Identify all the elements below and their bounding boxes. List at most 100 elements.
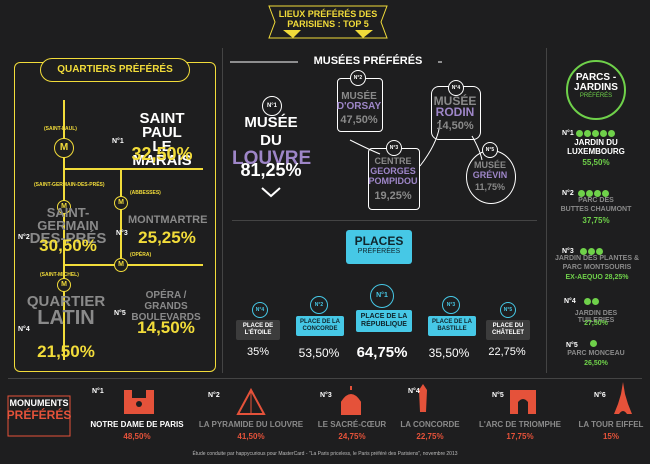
parc-name: PARC DES BUTTES CHAUMONT (556, 196, 636, 214)
station-label: (SAINT-PAUL) (44, 126, 77, 132)
rank-badge: N°5 (500, 302, 516, 318)
footer-credit: Étude conduite par happycurious pour Mas… (192, 451, 458, 457)
rank-label: N°6 (594, 392, 606, 399)
metro-line-vertical (63, 100, 65, 360)
monument-name: LA TOUR EIFFEL (578, 420, 644, 429)
quartier-name-line1: OPÉRA / GRANDS (144, 290, 188, 312)
metro-line-h2 (63, 264, 203, 266)
tree-icon (590, 340, 597, 347)
place-sign: PLACE DU CHÂTELET (486, 320, 530, 340)
musee-name-line2: RODIN (435, 105, 475, 119)
rank-badge: N°5 (482, 142, 498, 158)
quartier-name: SAINT-GERMAIN DES-PRÉS (28, 205, 108, 246)
tree-icons (576, 124, 616, 142)
quartier-name: MONTMARTRE (128, 214, 208, 226)
parc-name: JARDIN DES PLANTES & PARC MONTSOURIS (552, 254, 642, 272)
parcs-title-badge: PARCS - JARDINS PRÉFÉRÉS (566, 60, 626, 120)
tree-icon (580, 248, 587, 255)
monument-pct: 48,50% (123, 432, 151, 441)
musee-name: CENTRE GEORGES POMPIDOU (364, 156, 422, 186)
parc-name-line1: JARDIN DU (574, 138, 618, 147)
musee-name-line1: MUSÉE (341, 91, 377, 102)
quartier-name: SAINT PAUL LE MARAIS (122, 110, 202, 168)
page-title-line2: PARISIENS : TOP 5 (287, 19, 369, 29)
quartier-name: OPÉRA / GRANDS BOULEVARDS (124, 290, 208, 323)
place-sign: PLACE DE LA BASTILLE (428, 316, 476, 336)
monument-pct: 41,50% (237, 432, 265, 441)
places-title: PLACES (354, 234, 404, 248)
quartier-name: QUARTIER LATIN (26, 293, 106, 329)
musee-name-line2: D'ORSAY (336, 101, 382, 112)
tree-icons (590, 334, 598, 352)
rank-label: N°1 (112, 138, 124, 145)
monument-name: L'ARC DE TRIOMPHE (479, 420, 561, 429)
rank-badge: N°3 (442, 296, 460, 314)
metro-station-icon: M (54, 138, 74, 158)
pyramid-icon (236, 388, 266, 415)
quartier-name-line1: SAINT PAUL (139, 110, 185, 141)
musee-pct: 14,50% (436, 120, 474, 132)
parc-pct: 37,75% (582, 216, 610, 225)
rank-label: N°5 (566, 342, 578, 349)
monuments-title: MONUMENTS PRÉFÉRÉS (6, 398, 72, 422)
parc-name: JARDIN DES TUILERIES (574, 310, 618, 324)
quartier-name-line2: LATIN (37, 307, 95, 329)
musees-title: MUSÉES PRÉFÉRÉS (298, 55, 438, 67)
place-pct: 22,75% (488, 346, 526, 358)
rank-label: N°3 (320, 392, 332, 399)
monument-pct: 17,75% (506, 432, 534, 441)
rank-label: N°1 (562, 130, 574, 137)
quartier-pct: 30,50% (39, 236, 97, 255)
tree-icon (592, 298, 599, 305)
place-pct: 53,50% (298, 346, 340, 360)
musee-name-line1: MUSÉE DU (244, 114, 298, 149)
rank-label: N°5 (492, 392, 504, 399)
musee-name: MUSÉE RODIN (428, 94, 482, 119)
tree-icon (586, 190, 593, 197)
parcs-title-line1: PARCS - (575, 72, 617, 83)
monument-name: NOTRE DAME DE PARIS (90, 420, 184, 429)
place-pct: 35,50% (428, 346, 470, 360)
quartier-pct: 32,50% (131, 144, 193, 164)
musee-name-line1: MUSÉE (433, 94, 477, 108)
rank-badge: N°2 (310, 296, 328, 314)
page-title-line1: LIEUX PRÉFÉRÉS DES (278, 9, 378, 19)
musee-name-line2: GRÉVIN (472, 170, 508, 180)
monument-pct: 22,75% (416, 432, 444, 441)
metro-station-icon: M (57, 278, 71, 292)
place-sign: PLACE DE LA CONCORDE (296, 316, 344, 336)
quartier-name-line1: QUARTIER (26, 293, 106, 310)
monuments-title-line1: MONUMENTS (9, 398, 69, 408)
parc-name-line2: LUXEMBOURG (567, 147, 625, 156)
quartier-pct: 25,25% (138, 228, 196, 247)
station-label: (OPÉRA) (130, 252, 152, 258)
rank-label: N°2 (208, 392, 220, 399)
rank-label: N°1 (92, 388, 104, 395)
tree-icon (594, 190, 601, 197)
musee-pct: 81,25% (240, 160, 302, 180)
musee-name-line2: GEORGES (370, 166, 416, 176)
rank-badge: N°1 (370, 284, 394, 308)
monument-pct: 24,75% (338, 432, 366, 441)
musee-pct: 47,50% (340, 114, 378, 126)
monument-pct: 15% (602, 432, 619, 441)
musee-pct: 19,25% (374, 190, 412, 202)
arc-de-triomphe-icon (510, 390, 536, 414)
musee-name: MUSÉE DU LOUVRE (232, 114, 311, 168)
rank-label: N°4 (564, 298, 576, 305)
header-ribbon (268, 5, 388, 39)
monument-name: LE SACRÉ-CŒUR (317, 420, 387, 429)
rank-badge: N°4 (252, 302, 268, 318)
place-pct: 64,75% (356, 344, 408, 361)
places-title-sign: PLACES PRÉFÉRÉES (346, 230, 412, 264)
tree-icon (584, 130, 591, 137)
sacre-coeur-icon (341, 386, 361, 415)
parc-name-line1: JARDIN DES PLANTES & (554, 255, 639, 262)
station-label: (SAINT-MICHEL) (40, 272, 79, 278)
parc-pct: 55,50% (582, 158, 610, 167)
place-sign: PLACE DE LA RÉPUBLIQUE (356, 310, 412, 332)
musee-name-line1: CENTRE (374, 156, 412, 166)
quartier-name-line1: SAINT-GERMAIN (37, 205, 99, 233)
tree-icon (588, 248, 595, 255)
quartier-pct: 14,50% (137, 318, 195, 337)
